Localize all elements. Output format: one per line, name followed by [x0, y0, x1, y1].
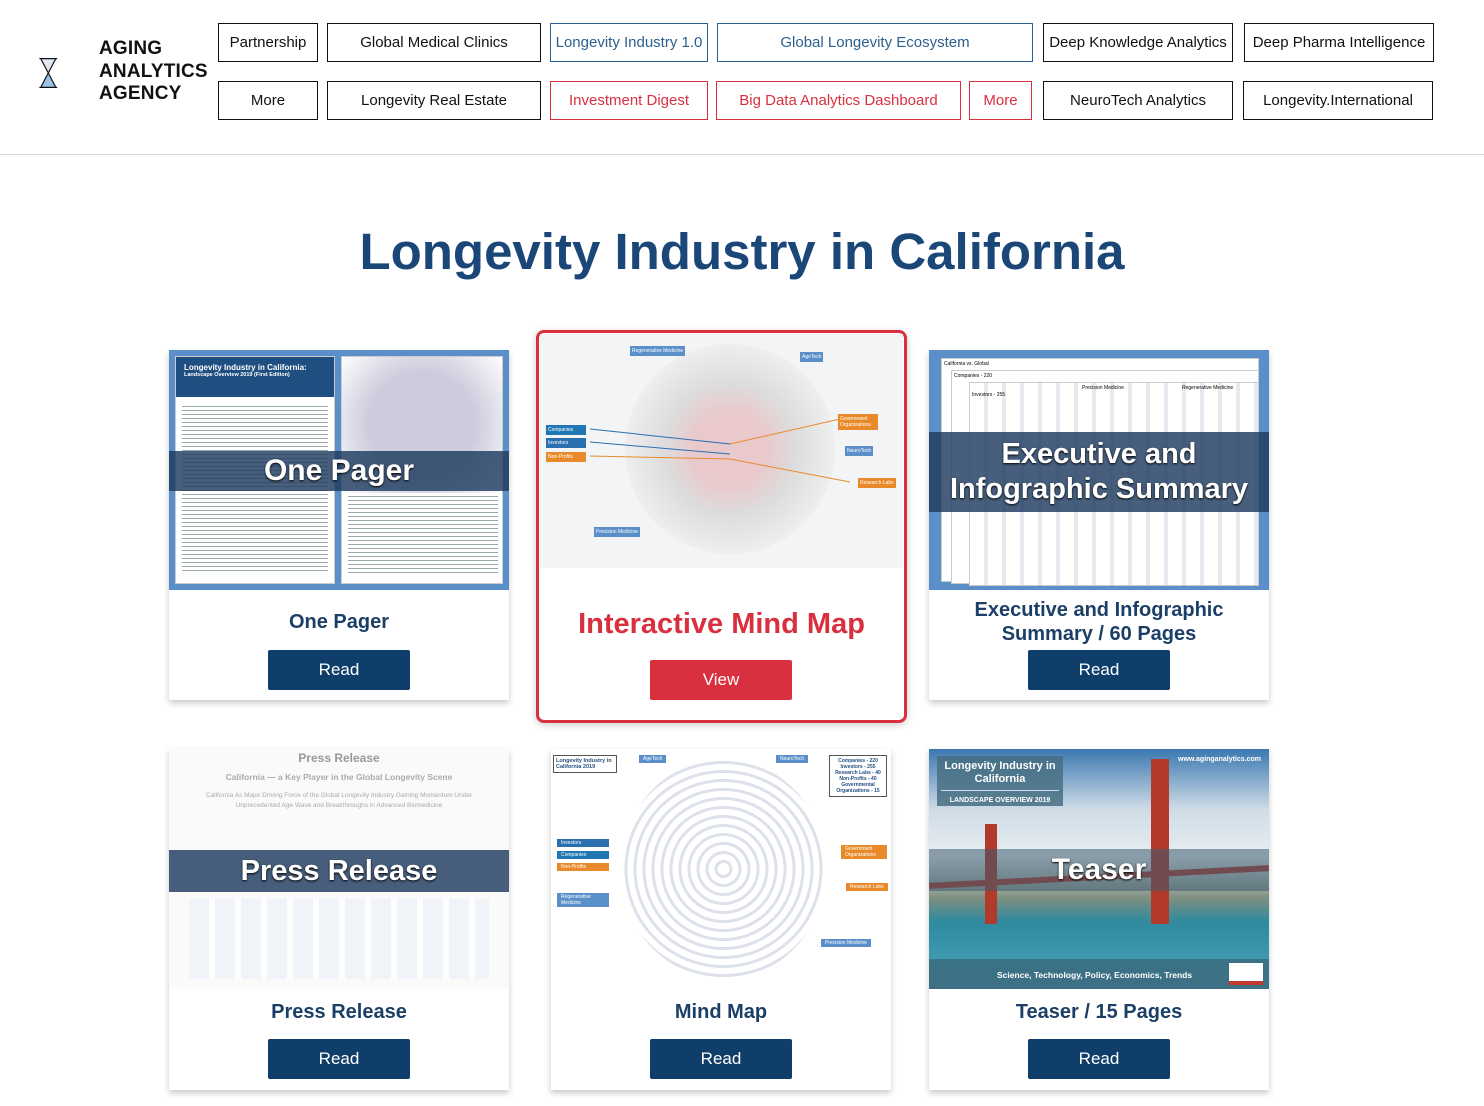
thumb-tag: Government Organizations	[838, 414, 878, 430]
nav-investment-digest[interactable]: Investment Digest	[550, 81, 708, 120]
thumb-tag: Investors	[557, 839, 609, 847]
thumb-heading: Press Release	[298, 751, 380, 765]
teaser-thumbnail[interactable]: Longevity Industry in California LANDSCA…	[929, 749, 1269, 989]
card-label: Executive and Infographic Summary / 60 P…	[974, 599, 1224, 645]
thumb-subtitle: Landscape Overview 2019 (First Edition)	[184, 372, 290, 378]
thumb-tag: Research Labs	[858, 478, 896, 488]
thumb-tag: Regenerative Medicine	[557, 893, 609, 907]
card-interactive-mind-map: Regenerative Medicine AgeTech Companies …	[536, 330, 907, 723]
view-button[interactable]: View	[650, 660, 792, 700]
thumb-url: www.aginganalytics.com	[1178, 756, 1261, 763]
thumb-box: Longevity Industry in California 2019	[553, 755, 617, 773]
executive-summary-thumbnail[interactable]: California vs. Global Companies - 220 In…	[929, 350, 1269, 590]
thumb-tag: Precision Medicine	[594, 527, 640, 537]
nav-more-red[interactable]: More	[969, 81, 1032, 120]
card-teaser: Longevity Industry in California LANDSCA…	[929, 749, 1269, 1090]
thumb-overlay-label: Executive and Infographic Summary	[929, 432, 1269, 512]
thumb-tag: AgeTech	[639, 755, 667, 763]
card-one-pager: Longevity Industry in California: Landsc…	[169, 350, 509, 700]
logo-line: AGENCY	[99, 83, 182, 104]
nav-longevity-industry-1[interactable]: Longevity Industry 1.0	[550, 23, 708, 62]
thumb-tag: Companies	[557, 851, 609, 859]
nav-more[interactable]: More	[218, 81, 318, 120]
thumb-tag: Companies - 220	[954, 373, 993, 379]
nav-deep-pharma-intelligence[interactable]: Deep Pharma Intelligence	[1244, 23, 1434, 62]
thumb-tag: California vs. Global	[944, 361, 989, 367]
thumb-tag: Non-Profits	[557, 863, 609, 871]
nav-global-medical-clinics[interactable]: Global Medical Clinics	[327, 23, 541, 62]
page-title: Longevity Industry in California	[359, 223, 1125, 280]
card-label: Mind Map	[674, 1001, 768, 1023]
card-press-release: Press Release California — a Key Player …	[169, 749, 509, 1090]
logo-text: AGING ANALYTICS AGENCY	[99, 38, 208, 106]
read-button[interactable]: Read	[268, 650, 410, 690]
thumb-tag: Investors	[546, 438, 586, 448]
mind-map-static-thumbnail[interactable]: Longevity Industry in California 2019 Co…	[551, 749, 891, 989]
bridge-tower	[1151, 759, 1169, 924]
nav-global-longevity-ecosystem[interactable]: Global Longevity Ecosystem	[717, 23, 1033, 62]
thumb-tag: Regenerative Medicine	[630, 346, 686, 356]
card-mind-map: Longevity Industry in California 2019 Co…	[551, 749, 891, 1090]
nav-neurotech-analytics[interactable]: NeuroTech Analytics	[1043, 81, 1233, 120]
card-label: Interactive Mind Map	[578, 608, 865, 640]
thumb-footer: Science, Technology, Policy, Economics, …	[997, 970, 1193, 980]
logo-line: ANALYTICS	[99, 60, 208, 82]
card-label: Press Release	[271, 1001, 407, 1023]
thumb-tag: Precision Medicine	[1082, 385, 1124, 391]
logo-line: AGING	[99, 38, 163, 59]
hourglass-logo-icon[interactable]	[38, 28, 98, 118]
thumb-title: Longevity Industry in California	[944, 760, 1056, 785]
thumb-tag: Research Labs	[846, 883, 888, 891]
thumb-stats: Companies - 220 Investors - 255 Research…	[829, 755, 887, 797]
thumb-title: Longevity Industry in California:	[184, 363, 307, 372]
thumb-tag: NeuroTech	[776, 755, 809, 763]
thumb-tag: AgeTech	[800, 352, 824, 362]
nav-longevity-international[interactable]: Longevity.International	[1243, 81, 1433, 120]
read-button[interactable]: Read	[650, 1039, 792, 1079]
header-divider	[0, 154, 1484, 155]
mind-map-connections	[589, 418, 851, 483]
thumb-tag: Regenerative Medicine	[1182, 385, 1234, 391]
thumb-overlay-label: Press Release	[169, 850, 509, 892]
thumb-overlay-label: One Pager	[169, 451, 509, 491]
card-label: One Pager	[288, 611, 390, 633]
thumb-tag: NeuroTech	[845, 446, 874, 456]
thumb-tag: Precision Medicine	[821, 939, 871, 947]
nav-big-data-analytics-dashboard[interactable]: Big Data Analytics Dashboard	[716, 81, 961, 120]
thumb-subtitle: LANDSCAPE OVERVIEW 2019	[941, 790, 1059, 807]
read-button[interactable]: Read	[1028, 1039, 1170, 1079]
mind-map-thumbnail[interactable]: Regenerative Medicine AgeTech Companies …	[540, 334, 903, 568]
nav-longevity-real-estate[interactable]: Longevity Real Estate	[327, 81, 541, 120]
thumb-overlay-label: Teaser	[929, 849, 1269, 891]
thumb-tag: Companies	[546, 425, 586, 435]
one-pager-thumbnail[interactable]: Longevity Industry in California: Landsc…	[169, 350, 509, 590]
thumb-subheading: California — a Key Player in the Global …	[225, 772, 453, 782]
thumb-tag: Non-Profits	[546, 452, 586, 462]
read-button[interactable]: Read	[268, 1039, 410, 1079]
press-release-thumbnail[interactable]: Press Release California — a Key Player …	[169, 749, 509, 989]
california-flag-icon	[1229, 963, 1263, 985]
nav-partnership[interactable]: Partnership	[218, 23, 318, 62]
read-button[interactable]: Read	[1028, 650, 1170, 690]
thumb-tag: Investors - 255	[972, 392, 1006, 398]
nav-deep-knowledge-analytics[interactable]: Deep Knowledge Analytics	[1043, 23, 1233, 62]
thumb-tag: Government Organizations	[841, 845, 887, 859]
card-executive-summary: California vs. Global Companies - 220 In…	[929, 350, 1269, 700]
thumb-text: California As Major Driving Force of the…	[205, 792, 473, 809]
card-label: Teaser / 15 Pages	[1015, 1001, 1183, 1023]
